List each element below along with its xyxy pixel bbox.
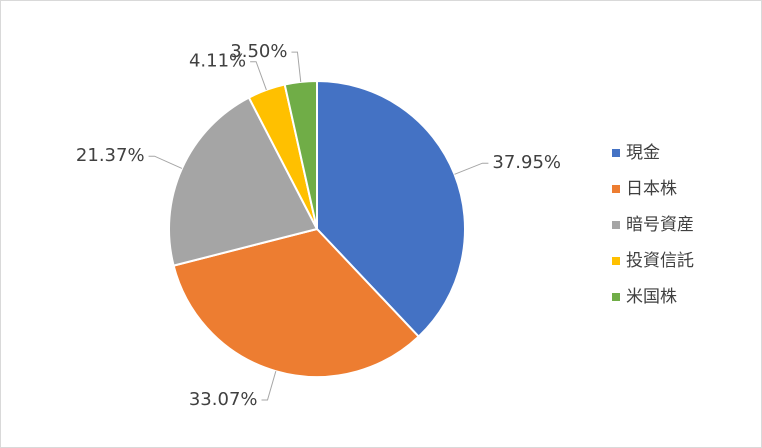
data-label: 21.37% [76, 145, 145, 166]
pie-slice [283, 79, 318, 230]
legend-marker [612, 185, 620, 193]
legend-marker [612, 293, 620, 301]
legend-marker [612, 257, 620, 265]
legend-label: 暗号資産 [626, 215, 694, 235]
leader-line [250, 61, 267, 91]
legend-label: 投資信託 [626, 251, 694, 271]
pie-slice [168, 96, 319, 267]
data-label: 33.07% [189, 389, 258, 410]
pie-slice [316, 79, 466, 338]
leader-line [261, 371, 277, 401]
leader-line [454, 162, 489, 175]
legend-label: 日本株 [626, 179, 677, 199]
pie-slice [172, 227, 421, 378]
data-label: 37.95% [492, 152, 561, 173]
leader-line [291, 51, 302, 82]
leader-line [148, 155, 183, 169]
data-label: 3.50% [230, 41, 287, 62]
legend-label: 現金 [626, 143, 660, 163]
data-label: 4.11% [189, 51, 246, 72]
legend-marker [612, 221, 620, 229]
legend-marker [612, 149, 620, 157]
legend-label: 米国株 [626, 287, 677, 307]
